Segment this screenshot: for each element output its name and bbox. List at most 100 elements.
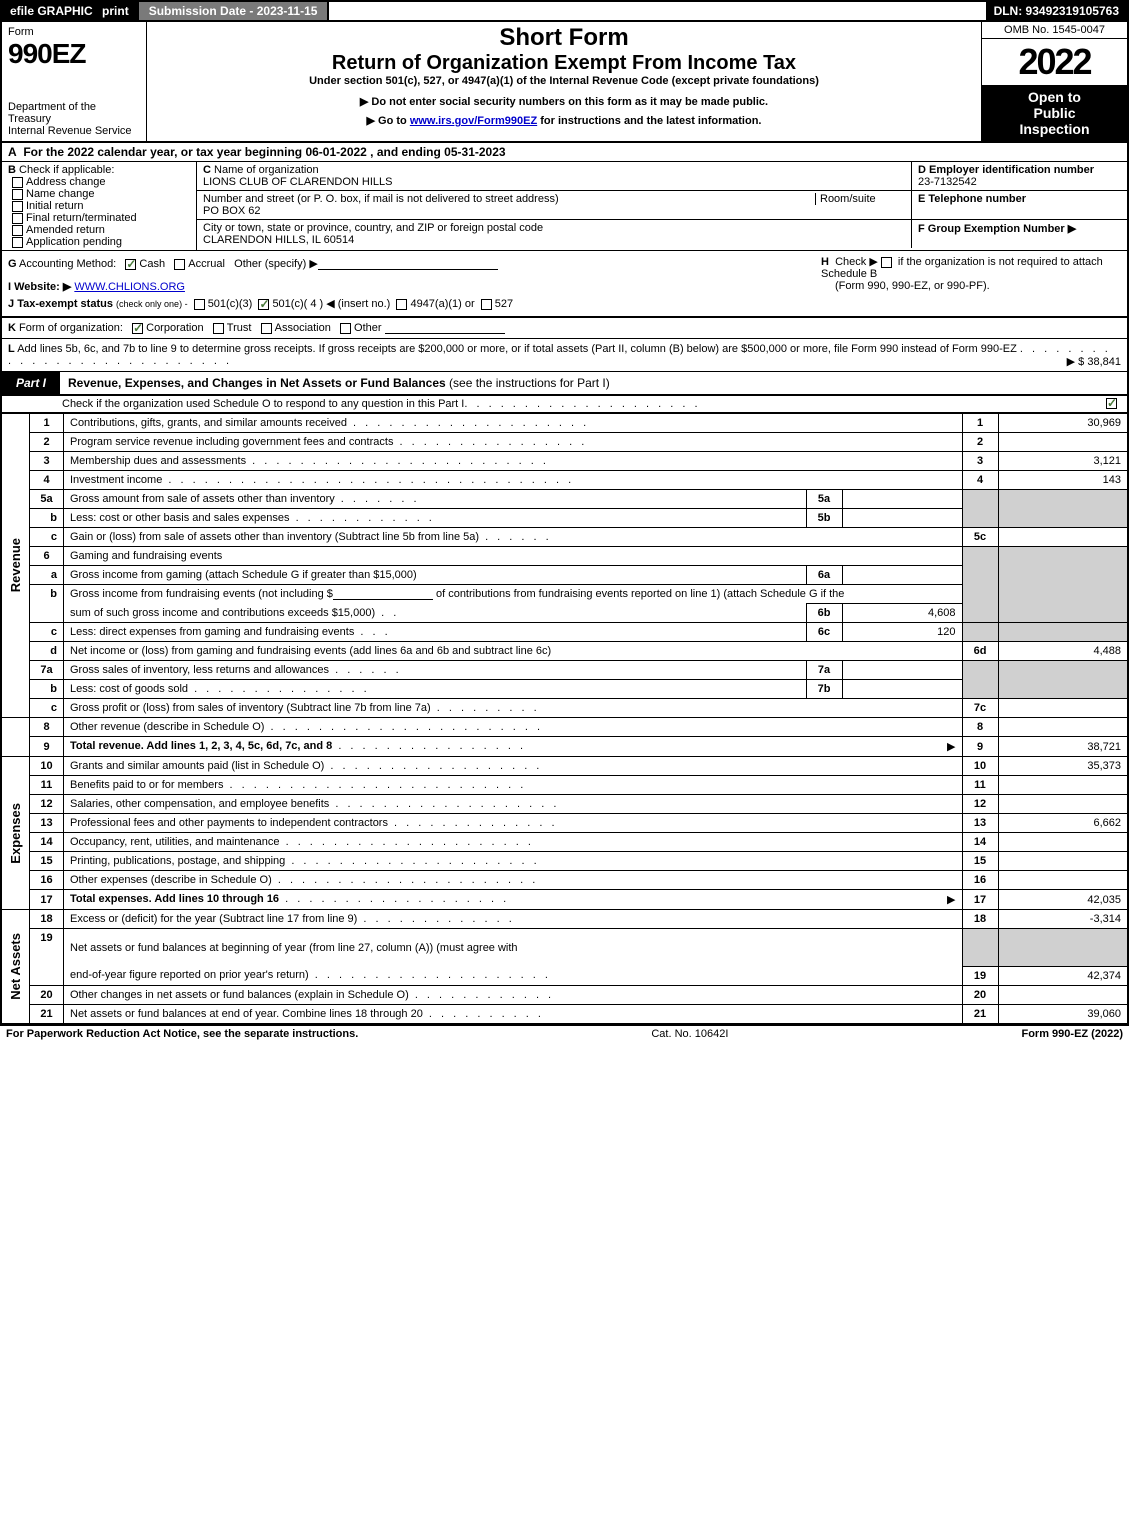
chk-name-change[interactable]: Name change (12, 188, 190, 200)
line-6a-desc: Gross income from gaming (attach Schedul… (64, 566, 807, 585)
street-value: PO BOX 62 (203, 205, 260, 217)
label-l: L (8, 343, 15, 355)
do-not-enter: ▶ Do not enter social security numbers o… (153, 95, 975, 108)
line-5a-value (842, 490, 962, 509)
check-only-one: (check only one) - (116, 299, 188, 309)
phone-label: Telephone number (928, 193, 1026, 205)
line-7a-desc: Gross sales of inventory, less returns a… (64, 661, 807, 680)
dept-treasury: Department of the Treasury (8, 101, 140, 125)
under-section: Under section 501(c), 527, or 4947(a)(1)… (153, 75, 975, 87)
label-f: F (918, 223, 925, 235)
line-1-value: 30,969 (998, 414, 1128, 433)
line-14-desc: Occupancy, rent, utilities, and maintena… (64, 833, 963, 852)
chk-association[interactable] (261, 323, 272, 334)
goto-post: for instructions and the latest informat… (537, 115, 761, 127)
section-cdef: C Name of organization LIONS CLUB OF CLA… (197, 162, 1127, 250)
goto-link[interactable]: www.irs.gov/Form990EZ (410, 115, 537, 127)
label-k: K (8, 322, 16, 334)
name-org-value: LIONS CLUB OF CLARENDON HILLS (203, 176, 393, 188)
section-j: J Tax-exempt status (check only one) - 5… (8, 297, 1121, 310)
chk-initial-return[interactable]: Initial return (12, 200, 190, 212)
label-g: G (8, 258, 17, 270)
website-link[interactable]: WWW.CHLIONS.ORG (74, 281, 185, 293)
line-8-value (998, 718, 1128, 737)
arrow-icon: ▶ (947, 740, 955, 753)
part-i-check-text: Check if the organization used Schedule … (62, 398, 464, 410)
chk-amended[interactable]: Amended return (12, 224, 190, 236)
label-h: H (821, 256, 829, 268)
section-k: K Form of organization: Corporation Trus… (0, 317, 1129, 339)
revenue-section-label: Revenue (1, 414, 30, 718)
line-20-value (998, 985, 1128, 1004)
name-org-label: Name of organization (214, 164, 319, 176)
line-6d-value: 4,488 (998, 642, 1128, 661)
line-7c-desc: Gross profit or (loss) from sales of inv… (64, 699, 963, 718)
line-20-desc: Other changes in net assets or fund bala… (64, 985, 963, 1004)
group-exemption-label: Group Exemption Number ▶ (928, 223, 1076, 235)
accounting-method-label: Accounting Method: (19, 258, 116, 270)
h-check-arrow: Check ▶ (835, 256, 878, 268)
section-a: A For the 2022 calendar year, or tax yea… (0, 143, 1129, 162)
chk-501c[interactable] (258, 299, 269, 310)
return-title: Return of Organization Exempt From Incom… (153, 52, 975, 75)
print-link[interactable]: print (102, 4, 129, 18)
line-6a-value (842, 566, 962, 585)
chk-final-return[interactable]: Final return/terminated (12, 212, 190, 224)
line-2-desc: Program service revenue including govern… (64, 433, 963, 452)
chk-schedule-o[interactable] (1106, 398, 1117, 409)
other-specify: Other (specify) ▶ (234, 258, 318, 270)
chk-4947[interactable] (396, 299, 407, 310)
line-21-value: 39,060 (998, 1004, 1128, 1023)
form-of-org-label: Form of organization: (19, 322, 123, 334)
chk-other-org[interactable] (340, 323, 351, 334)
short-form-title: Short Form (153, 24, 975, 52)
omb-number: OMB No. 1545-0047 (982, 22, 1127, 39)
chk-accrual[interactable] (174, 259, 185, 270)
line-6b-desc3: sum of such gross income and contributio… (64, 604, 807, 623)
part-i-header: Part I Revenue, Expenses, and Changes in… (0, 372, 1129, 396)
line-21-desc: Net assets or fund balances at end of ye… (64, 1004, 963, 1023)
other-org-line[interactable] (385, 322, 505, 334)
other-specify-line[interactable] (318, 258, 498, 270)
chk-address-change[interactable]: Address change (12, 176, 190, 188)
label-b: B (8, 164, 16, 176)
chk-527[interactable] (481, 299, 492, 310)
part-i-check: Check if the organization used Schedule … (0, 396, 1129, 413)
line-8-desc: Other revenue (describe in Schedule O) .… (64, 718, 963, 737)
label-e: E (918, 193, 925, 205)
ein-value: 23-7132542 (918, 176, 977, 188)
chk-cash[interactable] (125, 259, 136, 270)
line-7a-value (842, 661, 962, 680)
line-9-value: 38,721 (998, 737, 1128, 757)
section-l: L Add lines 5b, 6c, and 7b to line 9 to … (0, 339, 1129, 372)
goto-line: ▶ Go to www.irs.gov/Form990EZ for instru… (153, 114, 975, 127)
line-19-desc2: end-of-year figure reported on prior yea… (64, 966, 963, 985)
line-17-value: 42,035 (998, 890, 1128, 910)
ein-label: Employer identification number (929, 164, 1094, 176)
city-label: City or town, state or province, country… (203, 222, 543, 234)
part-i-tab: Part I (2, 372, 60, 394)
chk-pending[interactable]: Application pending (12, 236, 190, 248)
section-d: D Employer identification number 23-7132… (912, 162, 1127, 190)
netassets-section-label: Net Assets (1, 910, 30, 1024)
form-header: Form 990EZ Department of the Treasury In… (0, 22, 1129, 143)
line-12-desc: Salaries, other compensation, and employ… (64, 795, 963, 814)
line-6c-value: 120 (842, 623, 962, 642)
label-d: D (918, 164, 926, 176)
chk-trust[interactable] (213, 323, 224, 334)
chk-corporation[interactable] (132, 323, 143, 334)
section-f: F Group Exemption Number ▶ (912, 220, 1127, 248)
line-12-value (998, 795, 1128, 814)
line-1-desc: Contributions, gifts, grants, and simila… (64, 414, 963, 433)
section-ghij: G Accounting Method: Cash Accrual Other … (0, 251, 1129, 317)
chk-h[interactable] (881, 257, 892, 268)
line-16-desc: Other expenses (describe in Schedule O) … (64, 871, 963, 890)
line-6b-value: 4,608 (842, 604, 962, 623)
goto-pre: ▶ Go to (367, 115, 410, 127)
line-15-value (998, 852, 1128, 871)
section-e: E Telephone number (912, 191, 1127, 219)
line-17-desc: Total expenses. Add lines 10 through 16 … (64, 890, 963, 910)
chk-501c3[interactable] (194, 299, 205, 310)
line-6b-desc: Gross income from fundraising events (no… (64, 585, 963, 604)
line-4-desc: Investment income . . . . . . . . . . . … (64, 471, 963, 490)
